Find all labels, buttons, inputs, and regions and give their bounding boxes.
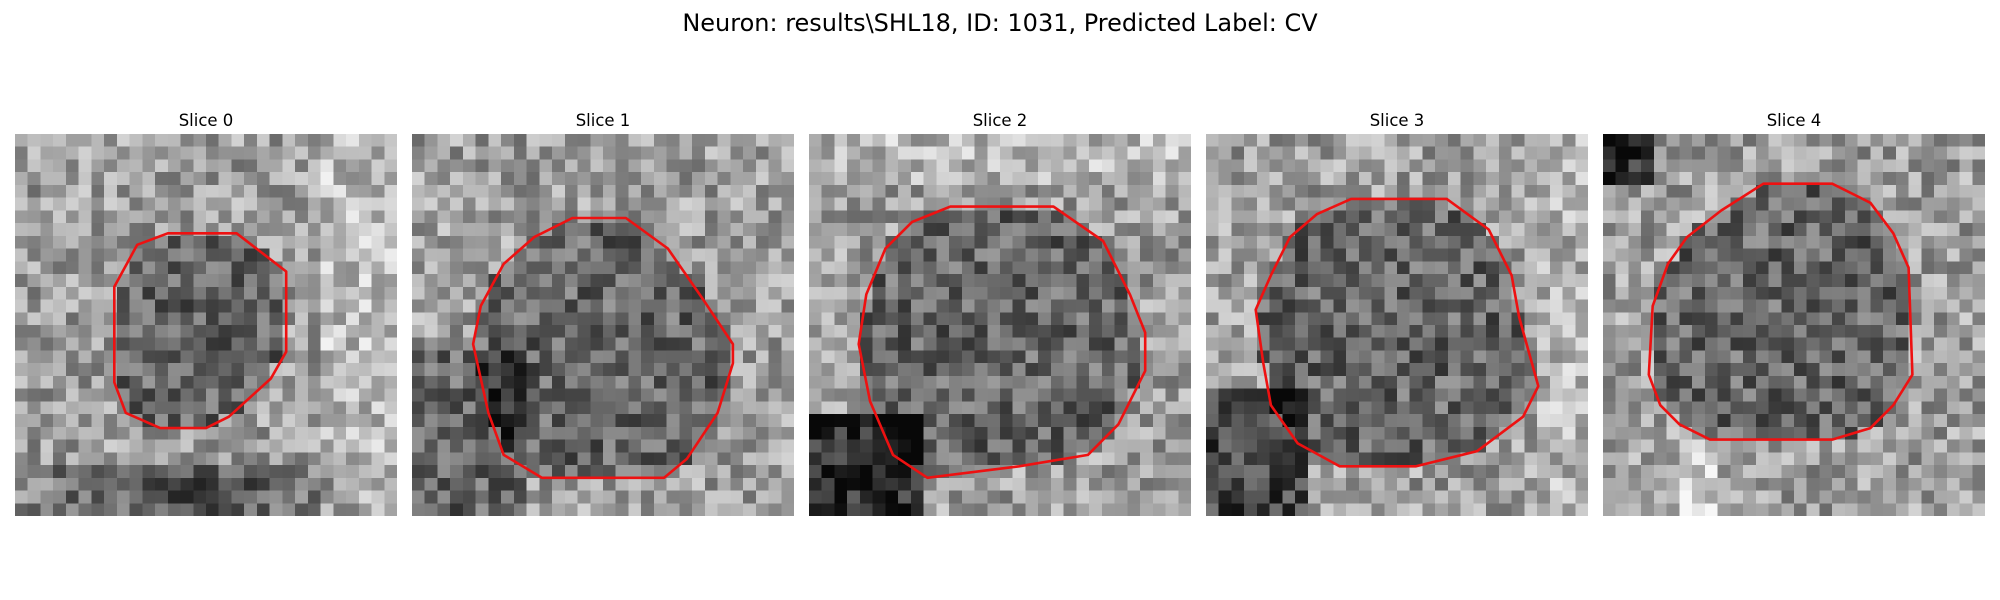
slice-panel-3: Slice 3 (1206, 110, 1588, 516)
slice-image (1603, 134, 1985, 516)
slice-title: Slice 0 (178, 111, 234, 130)
slice-image (809, 134, 1191, 516)
cell-contour (471, 216, 735, 480)
slice-panel-1: Slice 1 (412, 110, 794, 516)
figure-title: Neuron: results\SHL18, ID: 1031, Predict… (682, 9, 1318, 37)
slice-image (1206, 134, 1588, 516)
microscopy-image (809, 134, 1191, 516)
slice-panel-0: Slice 0 (15, 110, 397, 516)
slice-image (412, 134, 794, 516)
slice-image (15, 134, 397, 516)
cell-contour (113, 232, 288, 430)
slice-title: Slice 4 (1766, 111, 1822, 130)
microscopy-image (1603, 134, 1985, 516)
slice-title: Slice 1 (575, 111, 631, 130)
cell-contour (1647, 182, 1914, 441)
slice-panel-4: Slice 4 (1603, 110, 1985, 516)
slice-title: Slice 2 (972, 111, 1028, 130)
cell-contour (1254, 197, 1540, 468)
slice-panel-2: Slice 2 (809, 110, 1191, 516)
microscopy-image (15, 134, 397, 516)
slice-title: Slice 3 (1369, 111, 1425, 130)
cell-contour (857, 205, 1147, 480)
